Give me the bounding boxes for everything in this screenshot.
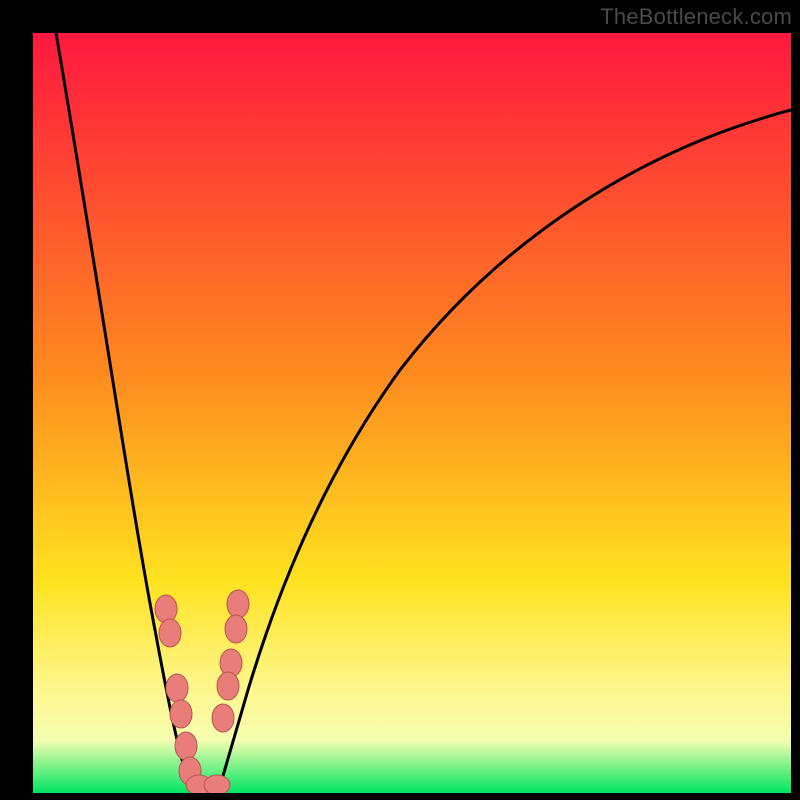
bottom-markers bbox=[186, 775, 230, 795]
data-marker bbox=[166, 674, 188, 702]
chart-container: TheBottleneck.com bbox=[0, 0, 800, 800]
watermark-text: TheBottleneck.com bbox=[600, 4, 792, 30]
data-marker bbox=[225, 615, 247, 643]
data-marker bbox=[217, 672, 239, 700]
data-marker bbox=[227, 590, 249, 618]
data-marker bbox=[170, 700, 192, 728]
data-marker bbox=[204, 775, 230, 795]
bottleneck-chart bbox=[0, 0, 800, 800]
plot-background bbox=[33, 33, 791, 793]
data-marker bbox=[159, 619, 181, 647]
data-marker bbox=[155, 595, 177, 623]
data-marker bbox=[175, 732, 197, 760]
data-marker bbox=[212, 704, 234, 732]
